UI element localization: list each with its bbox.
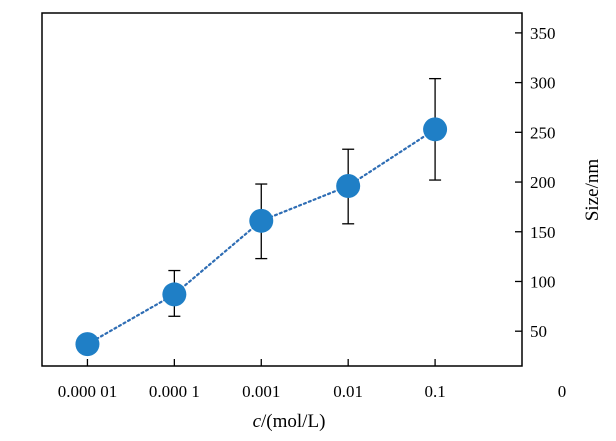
x-tick-label-1: 0.000 1 xyxy=(149,382,200,401)
data-point-2 xyxy=(249,208,274,233)
data-point-0 xyxy=(75,332,100,357)
y-tick-label-6: 350 xyxy=(530,24,556,43)
y-tick-label-0: 50 xyxy=(530,322,547,341)
y-tick-label-1: 100 xyxy=(530,272,556,291)
x-tick-label-4: 0.1 xyxy=(424,382,445,401)
plot-area-frame xyxy=(41,12,523,367)
data-point-4 xyxy=(423,117,448,142)
x-tick-label-0: 0.000 01 xyxy=(58,382,118,401)
errorbar-layer xyxy=(168,77,442,317)
x-tick-label-3: 0.01 xyxy=(333,382,363,401)
ticks-layer xyxy=(86,32,522,366)
x-tick-label-2: 0.001 xyxy=(242,382,280,401)
y-tick-label-3: 200 xyxy=(530,173,556,192)
y-tick-label-4: 250 xyxy=(530,123,556,142)
data-point-3 xyxy=(336,174,361,199)
label-layer: 0.000 01 0.000 1 0.001 0.01 0.1 50 100 150 200 25… xyxy=(58,24,556,401)
y-tick-label-5: 300 xyxy=(530,74,556,93)
point-layer xyxy=(75,117,448,357)
x-axis-label-variable: c xyxy=(253,411,262,432)
x-axis-label-unit: /(mol/L) xyxy=(261,411,325,432)
x-axis-label: c/(mol/L) xyxy=(253,411,326,432)
data-point-1 xyxy=(162,282,187,307)
y-axis-label: Size/nm xyxy=(582,159,603,221)
y-tick-label-2: 150 xyxy=(530,223,556,242)
corner-zero-label: 0 xyxy=(558,382,567,401)
